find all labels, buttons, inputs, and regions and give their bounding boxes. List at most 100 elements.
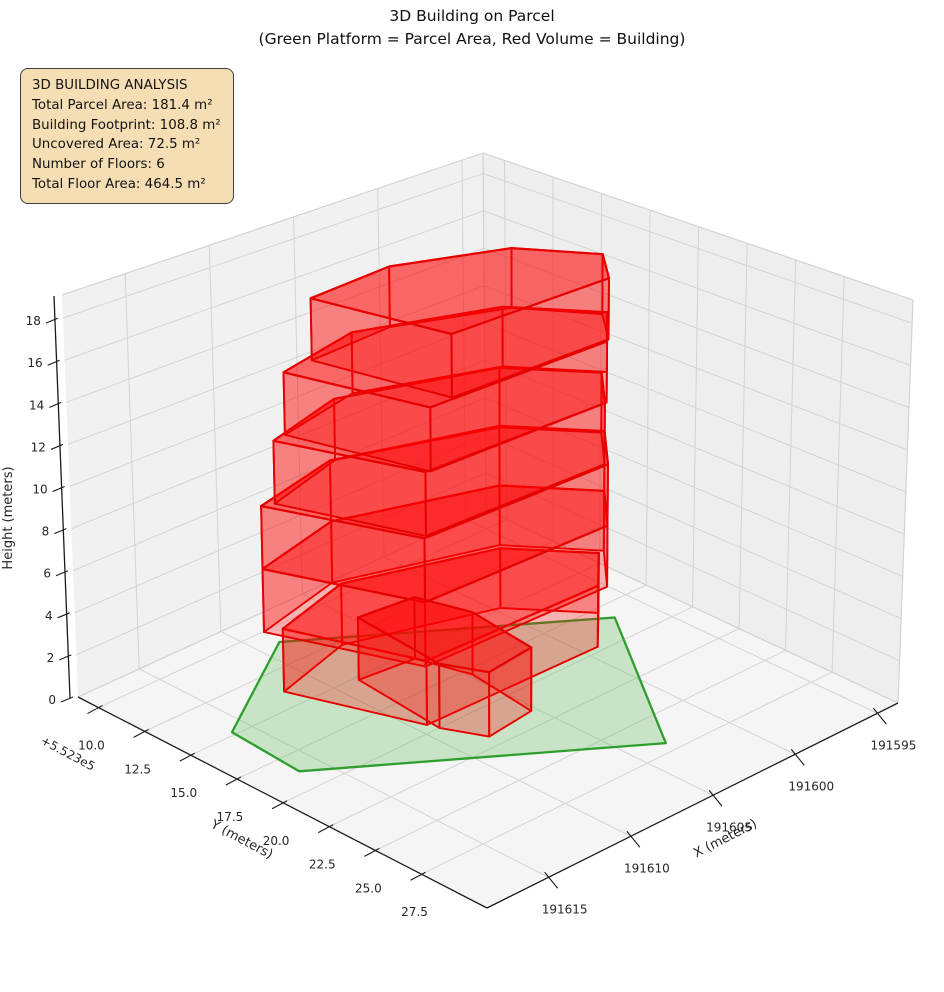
grid-z-left-wall — [74, 434, 486, 614]
grid-z-right-wall — [484, 322, 907, 493]
grid-z-right-wall — [485, 434, 902, 620]
z-tick — [59, 654, 72, 661]
x-tick-label: 191595 — [871, 738, 917, 752]
y-tick-label: 25.0 — [355, 881, 382, 895]
x-tick — [626, 830, 641, 848]
grid-z-left-wall — [64, 210, 484, 361]
z-tick-label: 18 — [26, 314, 41, 328]
y-tick — [271, 800, 288, 810]
grid-x-floor — [302, 593, 714, 796]
pane-edge-top-right — [482, 152, 914, 301]
grid-x-wall — [208, 245, 222, 632]
y-tick — [87, 705, 103, 715]
z-tick — [55, 570, 69, 577]
chart-title: 3D Building on Parcel (Green Platform = … — [0, 5, 944, 51]
pane-edge-floor-left — [77, 509, 487, 698]
grid-z-left-wall — [62, 173, 484, 319]
x-tick-label: 191605 — [706, 820, 752, 834]
z-tick-label: 0 — [48, 693, 56, 707]
x-tick — [544, 871, 559, 889]
x-tick — [790, 748, 805, 766]
grid-y-wall — [738, 243, 748, 629]
z-tick — [49, 401, 62, 408]
info-line-2: Building Footprint: 108.8 m² — [32, 117, 221, 133]
y-tick — [225, 776, 242, 786]
grid-z-left-wall — [72, 397, 486, 572]
z-tick — [54, 528, 67, 535]
z-tick — [47, 359, 60, 366]
y-tick-label: 12.5 — [124, 762, 151, 776]
y-tick-label: 27.5 — [401, 905, 428, 919]
z-tick-label: 12 — [31, 440, 46, 454]
grid-y-floor — [329, 628, 740, 828]
pane-edge-floor-right — [485, 509, 899, 704]
z-tick — [57, 612, 70, 619]
x-tick — [873, 707, 887, 725]
parcel-platform — [230, 616, 667, 773]
grid-y-wall — [504, 160, 508, 520]
z-tick-label: 14 — [29, 398, 44, 412]
y-tick-label: 10.0 — [78, 739, 105, 753]
z-tick-label: 8 — [42, 525, 50, 539]
z-tick — [50, 443, 64, 450]
x-tick-label: 191600 — [788, 779, 834, 793]
building-floor-5-top — [282, 305, 609, 409]
grid-x-wall — [124, 273, 140, 669]
grid-z-right-wall — [483, 247, 910, 409]
z-tick-label: 10 — [32, 483, 47, 497]
y-tick — [179, 752, 196, 762]
chart-title-line2: (Green Platform = Parcel Area, Red Volum… — [258, 30, 686, 48]
pane-edge-top-left — [61, 152, 484, 296]
grid-z-right-wall — [485, 472, 900, 662]
pane-left-wall — [62, 153, 486, 697]
y-tick — [317, 824, 334, 834]
z-axis-spine — [53, 295, 71, 699]
y-tick — [364, 847, 380, 857]
grid-x-floor — [220, 631, 632, 837]
y-tick — [133, 728, 149, 738]
z-tick — [52, 486, 65, 493]
grid-x-wall — [293, 216, 303, 595]
y-tick — [410, 871, 426, 881]
pane-right-wall — [483, 153, 913, 703]
y-axis-spine — [77, 696, 488, 909]
grid-y-wall — [831, 276, 845, 673]
building-annex-top — [356, 596, 533, 674]
z-tick-label: 2 — [47, 651, 55, 665]
y-tick-label: 17.5 — [217, 810, 244, 824]
grid-x-wall — [461, 160, 467, 520]
info-line-4: Number of Floors: 6 — [32, 157, 165, 173]
x-tick — [708, 789, 723, 807]
z-tick-label: 4 — [45, 609, 53, 623]
z-tick — [45, 317, 59, 324]
x-axis-spine — [486, 702, 899, 909]
grid-z-right-wall — [483, 210, 911, 366]
analysis-info-box: 3D BUILDING ANALYSIS Total Parcel Area: 1… — [20, 68, 234, 204]
grid-y-floor — [236, 584, 647, 780]
grid-x-wall — [377, 188, 385, 557]
grid-y-wall — [692, 226, 700, 607]
y-tick-label: 15.0 — [170, 786, 197, 800]
grid-y-wall — [785, 259, 797, 651]
z-tick-label: 6 — [43, 567, 51, 581]
grid-y-floor — [421, 671, 833, 875]
z-tick — [60, 696, 74, 703]
info-line-1: Total Parcel Area: 181.4 m² — [32, 97, 213, 113]
grid-z-right-wall — [484, 360, 905, 535]
y-tick-label: 20.0 — [263, 834, 290, 848]
x-tick-label: 191615 — [542, 902, 588, 916]
grid-x-floor — [138, 668, 549, 878]
z-tick-label: 16 — [27, 356, 42, 370]
building-floor-6-top — [309, 247, 611, 336]
info-line-0: 3D BUILDING ANALYSIS — [32, 78, 188, 93]
info-line-3: Uncovered Area: 72.5 m² — [32, 137, 201, 153]
grid-z-right-wall — [483, 285, 908, 451]
pane-floor — [78, 510, 898, 908]
building-annex-side — [438, 662, 491, 738]
y-tick-label: 22.5 — [309, 858, 336, 872]
info-line-5: Total Floor Area: 464.5 m² — [32, 176, 206, 192]
pane-edge-right — [897, 299, 914, 704]
grid-z-left-wall — [67, 285, 485, 445]
